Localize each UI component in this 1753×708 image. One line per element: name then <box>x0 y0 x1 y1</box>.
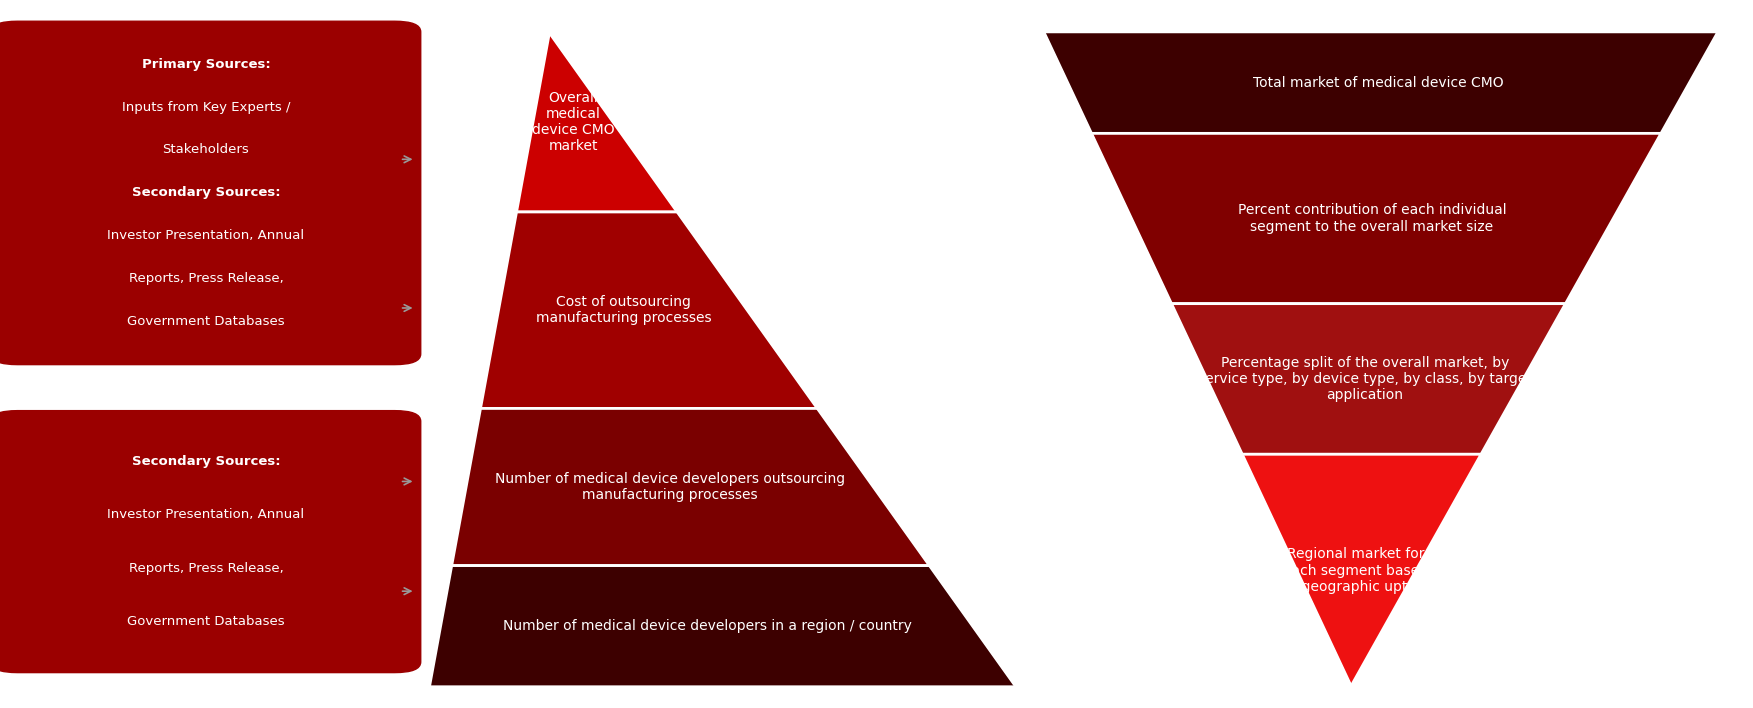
Polygon shape <box>1043 32 1718 133</box>
FancyBboxPatch shape <box>0 411 421 673</box>
Text: Government Databases: Government Databases <box>128 315 284 329</box>
Polygon shape <box>517 32 678 212</box>
Text: Overall
medical
device CMO
market: Overall medical device CMO market <box>533 91 615 153</box>
Polygon shape <box>480 212 819 409</box>
Polygon shape <box>452 409 931 566</box>
Text: Government Databases: Government Databases <box>128 615 284 629</box>
Polygon shape <box>1241 455 1481 687</box>
FancyBboxPatch shape <box>0 21 421 365</box>
Text: Percentage split of the overall market, by
service type, by device type, by clas: Percentage split of the overall market, … <box>1197 355 1532 402</box>
Text: Secondary Sources:: Secondary Sources: <box>131 455 280 468</box>
Polygon shape <box>429 566 1017 687</box>
Text: Percent contribution of each individual
segment to the overall market size: Percent contribution of each individual … <box>1238 203 1506 234</box>
Text: Number of medical device developers in a region / country: Number of medical device developers in a… <box>503 620 912 633</box>
Polygon shape <box>1171 304 1565 455</box>
Text: Investor Presentation, Annual: Investor Presentation, Annual <box>107 229 305 242</box>
Text: Secondary Sources:: Secondary Sources: <box>131 186 280 200</box>
Text: Reports, Press Release,: Reports, Press Release, <box>128 273 284 285</box>
Polygon shape <box>1090 133 1662 304</box>
Text: Total market of medical device CMO: Total market of medical device CMO <box>1253 76 1504 90</box>
Text: Number of medical device developers outsourcing
manufacturing processes: Number of medical device developers outs… <box>494 472 845 502</box>
Text: Inputs from Key Experts /: Inputs from Key Experts / <box>121 101 291 113</box>
Text: Stakeholders: Stakeholders <box>163 144 249 156</box>
Text: Cost of outsourcing
manufacturing processes: Cost of outsourcing manufacturing proces… <box>535 295 712 325</box>
Text: Regional market for
each segment based
on geographic uptake: Regional market for each segment based o… <box>1280 547 1432 594</box>
Text: Reports, Press Release,: Reports, Press Release, <box>128 562 284 575</box>
Text: Investor Presentation, Annual: Investor Presentation, Annual <box>107 508 305 521</box>
Text: Primary Sources:: Primary Sources: <box>142 57 270 71</box>
